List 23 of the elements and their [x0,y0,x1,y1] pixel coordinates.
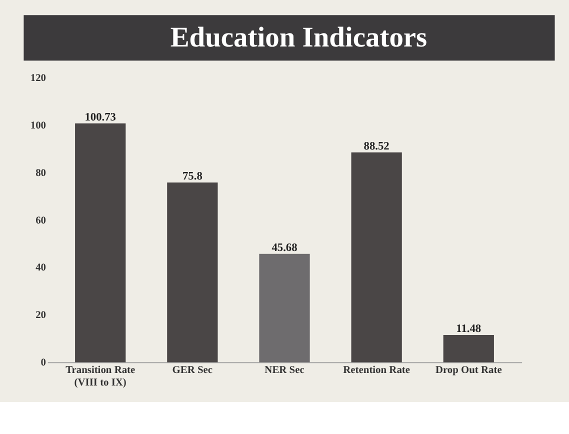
bar [167,182,218,362]
data-label: 75.8 [182,170,203,183]
chart-title: Education Indicators [170,22,428,54]
bar [351,152,402,362]
y-tick-label: 120 [30,73,46,84]
bar [443,335,494,362]
y-tick-label: 20 [36,310,46,322]
bar [259,254,310,362]
data-label: 11.48 [456,323,482,336]
x-tick-label: Drop Out Rate [435,365,502,376]
y-tick-label: 60 [36,215,46,226]
data-label: 45.68 [272,242,298,254]
y-tick-label: 40 [36,262,46,274]
x-tick-label: Retention Rate [343,365,410,376]
x-tick-label: GER Sec [172,365,213,376]
data-label: 100.73 [84,112,116,124]
y-tick-label: 0 [40,358,46,369]
y-tick-label: 80 [36,168,46,179]
y-tick-label: 100 [30,120,46,132]
bar [75,123,126,362]
data-label: 88.52 [364,140,390,153]
x-tick-label: Transition Rate (VIII to IX) [66,365,136,388]
x-tick-label: NER Sec [264,365,305,376]
